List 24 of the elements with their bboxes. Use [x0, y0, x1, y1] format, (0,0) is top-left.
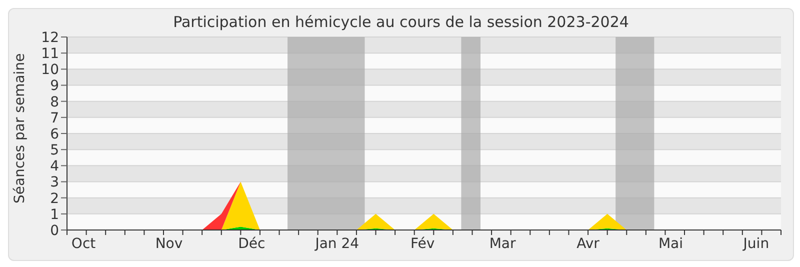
y-tick-label: 6: [50, 126, 60, 142]
y-tick-label: 7: [50, 110, 59, 126]
y-tick-label: 10: [41, 62, 59, 78]
chart-title: Participation en hémicycle au cours de la session 2023-2024: [172, 13, 630, 31]
x-tick-label: Mai: [658, 236, 684, 252]
x-tick-label: Jan 24: [314, 236, 360, 252]
y-tick-label: 11: [41, 46, 59, 62]
y-tick-label: 0: [50, 222, 59, 239]
y-axis-title: Séances par semaine: [12, 53, 28, 204]
y-tick-label: 9: [50, 78, 59, 94]
x-tick-label: Oct: [71, 236, 96, 252]
x-tick-label: Nov: [155, 236, 183, 252]
x-tick-label: Mar: [489, 236, 516, 252]
y-tick-label: 4: [50, 158, 60, 175]
y-tick-label: 5: [50, 142, 59, 159]
y-tick-label: 8: [50, 94, 59, 110]
x-tick-label: Fév: [410, 236, 435, 252]
x-tick-label: Avr: [576, 236, 600, 252]
x-tick-label: Déc: [238, 236, 266, 252]
y-tick-label: 3: [50, 174, 59, 191]
y-tick-label: 12: [41, 30, 59, 46]
x-tick-label: Juin: [742, 236, 770, 252]
y-tick-label: 1: [50, 206, 59, 223]
y-tick-label: 2: [50, 190, 59, 207]
